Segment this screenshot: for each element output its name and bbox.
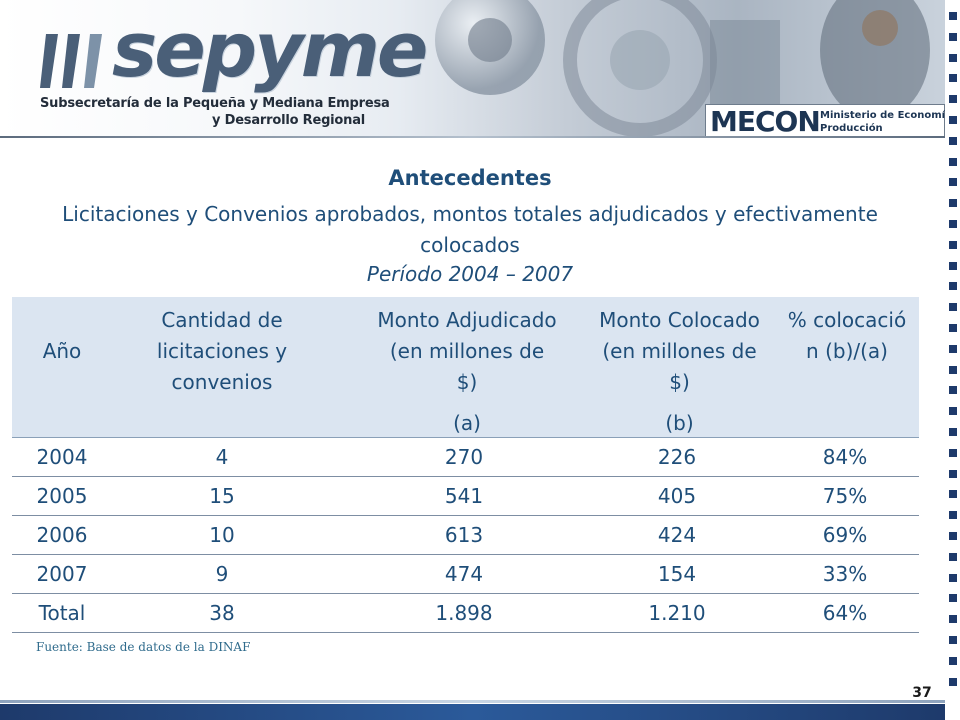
cell-year: 2005 [36, 484, 88, 508]
header-banner: sepyme Subsecretaría de la Pequeña y Med… [0, 0, 945, 138]
cell-count: 38 [209, 601, 235, 625]
cell-awarded: 541 [444, 484, 484, 508]
cell-year: 2007 [36, 562, 88, 586]
data-table: Año Cantidad de licitaciones y convenios… [12, 297, 919, 633]
cell-percent: 69% [822, 523, 868, 547]
header-placed: Monto Colocado (en millones de $) (b) [592, 305, 767, 439]
cell-count: 9 [215, 562, 229, 586]
source-note: Fuente: Base de datos de la DINAF [36, 640, 251, 654]
cell-placed: 1.210 [648, 601, 706, 625]
header-awarded-note: (a) [453, 411, 481, 435]
table-row: 2007 9 474 154 33% [12, 555, 919, 594]
header-year: Año [42, 339, 82, 363]
mecon-line1: Ministerio de Economía y [820, 110, 945, 121]
cell-count: 15 [209, 484, 235, 508]
cell-awarded: 1.898 [435, 601, 493, 625]
cell-awarded: 270 [444, 445, 484, 469]
header-placed-note: (b) [665, 411, 694, 435]
brand-subtitle-line2: y Desarrollo Regional [212, 113, 366, 128]
header-percent: % colocació n (b)/(a) [787, 308, 907, 363]
cell-awarded: 613 [444, 523, 484, 547]
slide-title: Antecedentes [388, 166, 552, 190]
table-row: 2004 4 270 226 84% [12, 438, 919, 477]
industrial-photo-image [435, 0, 930, 137]
header-count: Cantidad de licitaciones y convenios [156, 308, 288, 394]
cell-percent: 33% [822, 562, 868, 586]
slide-period: Período 2004 – 2007 [366, 262, 574, 286]
banner-divider [0, 136, 945, 138]
cell-count: 10 [209, 523, 235, 547]
footer-bar [0, 700, 945, 720]
brand-subtitle-line1: Subsecretaría de la Pequeña y Mediana Em… [40, 96, 390, 111]
cell-percent: 84% [822, 445, 868, 469]
mecon-logo: MECON Ministerio de Economía y Producció… [705, 104, 945, 138]
table-header: Año Cantidad de licitaciones y convenios… [12, 297, 919, 438]
cell-placed: 405 [657, 484, 697, 508]
slide-subtitle: Licitaciones y Convenios aprobados, mont… [62, 202, 878, 257]
sepyme-logo-icon [40, 34, 102, 88]
cell-placed: 424 [657, 523, 697, 547]
table-row-total: Total 38 1.898 1.210 64% [12, 594, 919, 633]
mecon-line2: Producción [820, 123, 883, 134]
table-row: 2005 15 541 405 75% [12, 477, 919, 516]
cell-count: 4 [215, 445, 229, 469]
table-row: 2006 10 613 424 69% [12, 516, 919, 555]
brand-wordmark: sepyme [112, 5, 428, 94]
cell-year: 2004 [36, 445, 88, 469]
cell-year: Total [38, 601, 86, 625]
decorative-square-strip [949, 12, 957, 702]
cell-percent: 64% [822, 601, 868, 625]
mecon-mark: MECON [710, 105, 821, 138]
cell-awarded: 474 [444, 562, 484, 586]
header-awarded: Monto Adjudicado (en millones de $) (a) [377, 305, 557, 439]
cell-percent: 75% [822, 484, 868, 508]
cell-placed: 226 [657, 445, 697, 469]
page-number: 37 [912, 685, 932, 701]
cell-placed: 154 [657, 562, 697, 586]
cell-year: 2006 [36, 523, 88, 547]
